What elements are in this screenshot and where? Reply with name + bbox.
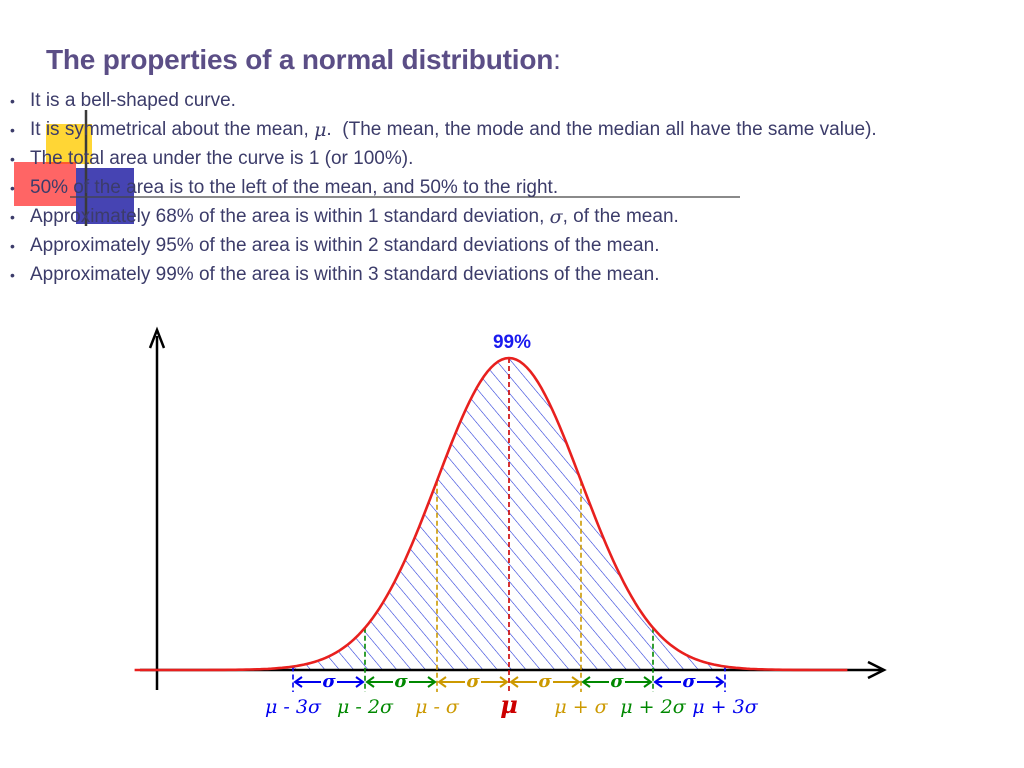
sigma-arrow-right-head	[715, 676, 725, 688]
sigma-arrow-left-head	[437, 676, 447, 688]
bullet-text: The total area under the curve is 1 (or …	[30, 147, 414, 169]
sigma-arrow-right-head	[427, 676, 437, 688]
bullet-item: • 50% of the area is to the left of the m…	[10, 173, 877, 202]
bullet-item: • It is a bell-shaped curve.	[10, 86, 877, 115]
bullet-text-post: . (The mean, the mode and the median all…	[326, 118, 877, 140]
sigma-arrow-right-head	[571, 676, 581, 688]
sigma-symbol: σ	[549, 205, 563, 228]
sigma-arrow-left-head	[509, 676, 519, 688]
sigma-arrow-left-head	[581, 676, 591, 688]
bullet-dot: •	[10, 237, 15, 254]
sigma-label: σ	[538, 671, 552, 692]
tick-label: μ + 2σ	[620, 696, 686, 718]
sigma-arrow-right-head	[499, 676, 509, 688]
bullet-text-post: , of the mean.	[562, 205, 679, 227]
tick-label: μ	[500, 690, 518, 719]
bullet-text: Approximately 99% of the area is within …	[30, 263, 660, 285]
bullet-item: • Approximately 99% of the area is within…	[10, 260, 877, 289]
bullet-item: • Approximately 95% of the area is within…	[10, 231, 877, 260]
title-colon: :	[553, 44, 561, 75]
sigma-label: σ	[394, 671, 408, 692]
percent-label: 99%	[493, 332, 531, 353]
tick-label: μ + 3σ	[692, 696, 758, 718]
bullet-text-pre: Approximately 68% of the area is within …	[30, 205, 550, 227]
bullet-item: • The total area under the curve is 1 (or…	[10, 144, 877, 173]
x-axis-arrowhead	[867, 660, 887, 680]
tick-label: μ - 3σ	[265, 696, 322, 718]
bullet-text: 50% of the area is to the left of the me…	[30, 176, 559, 198]
sigma-label: σ	[322, 671, 336, 692]
sigma-arrow-left-head	[653, 676, 663, 688]
sigma-arrow-left-head	[365, 676, 375, 688]
title-text: The properties of a normal distribution	[46, 44, 554, 75]
sigma-arrow-right-head	[643, 676, 653, 688]
bullet-item: • Approximately 68% of the area is within…	[10, 202, 877, 231]
bullet-text-pre: It is symmetrical about the mean,	[30, 118, 315, 140]
tick-label: μ - σ	[415, 696, 460, 718]
sigma-label: σ	[682, 671, 696, 692]
bullet-item: • It is symmetrical about the mean, μ. (T…	[10, 115, 877, 144]
normal-curve	[134, 356, 848, 672]
mu-symbol: μ	[314, 118, 327, 141]
properties-list: • It is a bell-shaped curve. • It is symme…	[10, 86, 877, 289]
bullet-text: Approximately 95% of the area is within …	[30, 234, 660, 256]
bullet-dot: •	[10, 266, 15, 283]
sigma-arrow-left-head	[293, 676, 303, 688]
bullet-text: It is a bell-shaped curve.	[30, 89, 236, 111]
bullet-dot: •	[10, 208, 15, 225]
sigma-label: σ	[610, 671, 624, 692]
bullet-dot: •	[10, 150, 15, 167]
bullet-dot: •	[10, 121, 15, 138]
sigma-arrow-right-head	[355, 676, 365, 688]
bullet-dot: •	[10, 179, 15, 196]
tick-label: μ - 2σ	[337, 696, 394, 718]
page-title: The properties of a normal distribution:	[46, 44, 561, 76]
tick-label: μ + σ	[554, 696, 608, 718]
sigma-label: σ	[466, 671, 480, 692]
y-axis-arrowhead	[148, 326, 166, 349]
bullet-dot: •	[10, 92, 15, 109]
